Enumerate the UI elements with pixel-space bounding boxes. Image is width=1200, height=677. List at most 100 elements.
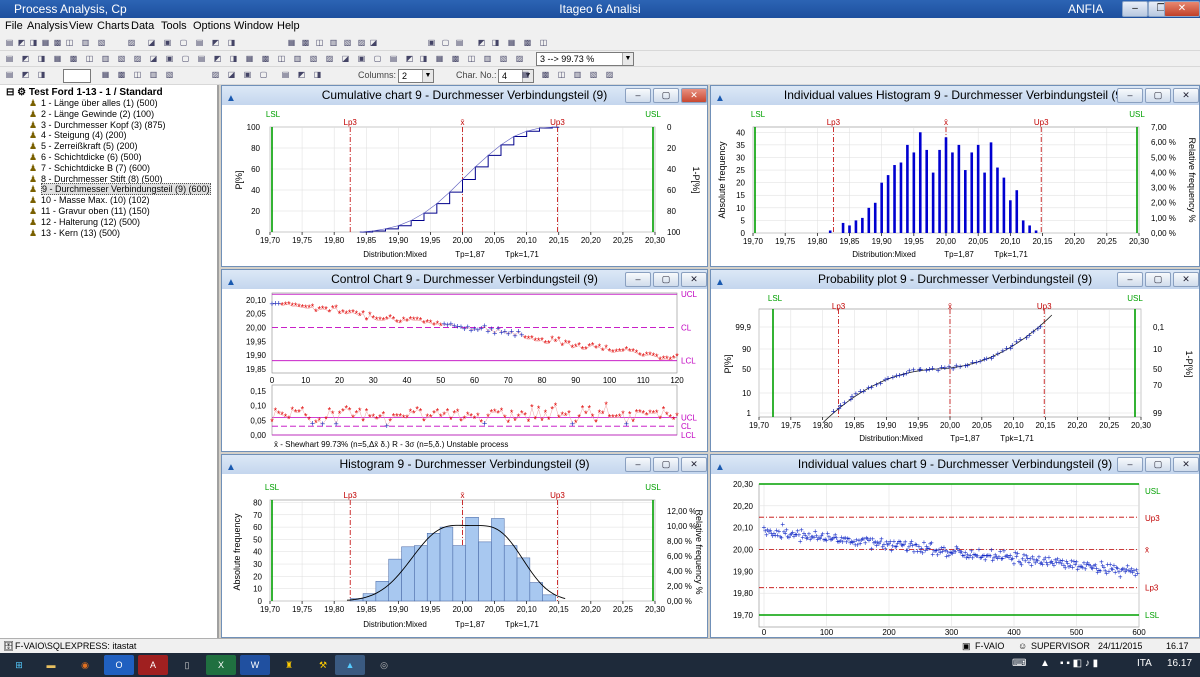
tree-item[interactable]: ♟ 7 - Schichtdicke B (7) (600)	[29, 163, 150, 174]
tray-arrow-icon[interactable]: ▲	[1040, 658, 1050, 669]
toolbar-icon[interactable]: ▦	[101, 70, 110, 79]
toolbar-icon[interactable]: ▦	[41, 38, 50, 47]
toolbar-icon[interactable]: ◪	[147, 38, 156, 47]
folder-icon[interactable]: ▬	[46, 660, 56, 670]
toolbar-icon[interactable]: ◨	[313, 70, 322, 79]
panel-maximize-button[interactable]: ▢	[653, 88, 679, 103]
menu-charts[interactable]: Charts	[97, 20, 130, 32]
toolbar-icon[interactable]: ▧	[97, 38, 106, 47]
toolbar-icon[interactable]: ◨	[29, 38, 38, 47]
toolbar-icon[interactable]: ▧	[499, 54, 508, 63]
panel-titlebar[interactable]: ▲ Cumulative chart 9 - Durchmesser Verbin…	[222, 86, 707, 105]
word-icon[interactable]: W	[240, 655, 270, 675]
toolbar-icon[interactable]: ◩	[297, 70, 306, 79]
toolbar-icon[interactable]: ▦	[287, 38, 296, 47]
tree-item[interactable]: ♟ 11 - Gravur oben (11) (150)	[29, 206, 150, 217]
toolbar-icon[interactable]: ▦	[507, 38, 516, 47]
panel-close-button[interactable]: ✕	[681, 88, 707, 103]
tree-item[interactable]: ♟ 10 - Masse Max. (10) (102)	[29, 195, 150, 206]
toolbar-icon[interactable]: ▤	[5, 38, 14, 47]
toolbar-icon[interactable]: ◫	[557, 70, 566, 79]
toolbar-icon[interactable]: ▤	[197, 54, 206, 63]
menu-view[interactable]: View	[69, 20, 93, 32]
excel-icon[interactable]: X	[206, 655, 236, 675]
access-icon[interactable]: A	[138, 655, 168, 675]
tray-icons[interactable]: ▪ ▪ ◧ ♪ ▮	[1060, 658, 1099, 669]
clock[interactable]: 16.17	[1167, 658, 1193, 669]
panel-close-button[interactable]: ✕	[681, 457, 707, 472]
toolbar-icon[interactable]: ▨	[605, 70, 614, 79]
panel-minimize-button[interactable]: –	[1117, 88, 1143, 103]
toolbar-icon[interactable]: ▩	[541, 70, 550, 79]
toolbar-icon[interactable]: ◪	[369, 38, 378, 47]
toolbar-icon[interactable]: ▧	[343, 38, 352, 47]
panel-titlebar[interactable]: ▲ Individual values Histogram 9 - Durchme…	[711, 86, 1199, 105]
toolbar-icon[interactable]: ▥	[81, 38, 90, 47]
toolbar-icon[interactable]: ◫	[85, 54, 94, 63]
toolbar-icon[interactable]: ▢	[441, 38, 450, 47]
tree-item[interactable]: ♟ 12 - Halterung (12) (500)	[29, 217, 140, 228]
toolbar-icon[interactable]: ◩	[477, 38, 486, 47]
toolbar-icon[interactable]: ▤	[5, 70, 14, 79]
toolbar-icon[interactable]: ▥	[293, 54, 302, 63]
toolbar-icon[interactable]: ▥	[101, 54, 110, 63]
toolbar-icon[interactable]: ▩	[117, 70, 126, 79]
tree-item[interactable]: ♟ 13 - Kern (13) (500)	[29, 228, 120, 239]
toolbar-icon[interactable]: ◨	[227, 38, 236, 47]
toolbar-icon[interactable]: ▤	[195, 38, 204, 47]
panel-minimize-button[interactable]: –	[1117, 457, 1143, 472]
start-icon[interactable]: ⊞	[15, 660, 23, 670]
toolbar-icon[interactable]: ◩	[213, 54, 222, 63]
tree-item[interactable]: ♟ 9 - Durchmesser Verbindungsteil (9) (60…	[29, 183, 211, 196]
toolbar-icon[interactable]: ◪	[149, 54, 158, 63]
toolbar-icon[interactable]: ◩	[405, 54, 414, 63]
toolbar-icon[interactable]: ▨	[133, 54, 142, 63]
toolbar-icon[interactable]: ▨	[325, 54, 334, 63]
toolbar-icon[interactable]: ▧	[589, 70, 598, 79]
close-button[interactable]: ✕	[1164, 1, 1200, 17]
menu-window[interactable]: Window	[234, 20, 274, 32]
minimize-button[interactable]: –	[1122, 1, 1148, 17]
toolbar-icon[interactable]: ◫	[467, 54, 476, 63]
tree-item[interactable]: ♟ 8 - Durchmesser Stift (8) (500)	[29, 174, 163, 185]
toolbar-icon[interactable]: ▤	[455, 38, 464, 47]
toolbar-icon[interactable]: ▦	[245, 54, 254, 63]
tree-item[interactable]: ♟ 2 - Länge Gewinde (2) (100)	[29, 109, 154, 120]
toolbar-icon[interactable]: ▣	[163, 38, 172, 47]
value-input[interactable]	[63, 69, 91, 83]
toolbar-icon[interactable]: ▨	[357, 38, 366, 47]
toolbar-icon[interactable]: ▧	[165, 70, 174, 79]
menu-options[interactable]: Options	[193, 20, 231, 32]
toolbar-icon[interactable]: ▦	[435, 54, 444, 63]
panel-minimize-button[interactable]: –	[1117, 272, 1143, 287]
toolbar-icon[interactable]: ◨	[229, 54, 238, 63]
app-icon[interactable]: ♜	[284, 660, 294, 670]
tool-icon[interactable]: ⚒	[318, 660, 328, 670]
toolbar-icon[interactable]: ◩	[21, 70, 30, 79]
toolbar-icon[interactable]: ▤	[281, 70, 290, 79]
toolbar-icon[interactable]: ▢	[373, 54, 382, 63]
toolbar-icon[interactable]: ◫	[539, 38, 548, 47]
file-icon[interactable]: ▯	[184, 660, 190, 670]
itageo-task-icon[interactable]: ▲	[335, 655, 365, 675]
tree-item[interactable]: ♟ 4 - Steigung (4) (200)	[29, 130, 127, 141]
toolbar-icon[interactable]: ◩	[21, 54, 30, 63]
toolbar-icon[interactable]: ◪	[227, 70, 236, 79]
toolbar-icon[interactable]: ◨	[37, 70, 46, 79]
toolbar-icon[interactable]: ▧	[117, 54, 126, 63]
language-indicator[interactable]: ITA	[1137, 658, 1152, 669]
toolbar-icon[interactable]: ▨	[127, 38, 136, 47]
toolbar-icon[interactable]: ▥	[573, 70, 582, 79]
toolbar-icon[interactable]: ▦	[521, 70, 530, 79]
toolbar-icon[interactable]: ▩	[451, 54, 460, 63]
network-icon[interactable]: ◎	[380, 660, 388, 670]
panel-maximize-button[interactable]: ▢	[1145, 272, 1171, 287]
panel-titlebar[interactable]: ▲ Probability plot 9 - Durchmesser Verbin…	[711, 270, 1199, 289]
panel-maximize-button[interactable]: ▢	[1145, 457, 1171, 472]
tree-root[interactable]: ⊟ ⚙ Test Ford 1-13 - 1 / Standard	[6, 87, 163, 98]
menu-data[interactable]: Data	[131, 20, 155, 32]
menu-tools[interactable]: Tools	[161, 20, 187, 32]
panel-minimize-button[interactable]: –	[625, 457, 651, 472]
toolbar-icon[interactable]: ▩	[523, 38, 532, 47]
toolbar-icon[interactable]: ▩	[53, 38, 62, 47]
